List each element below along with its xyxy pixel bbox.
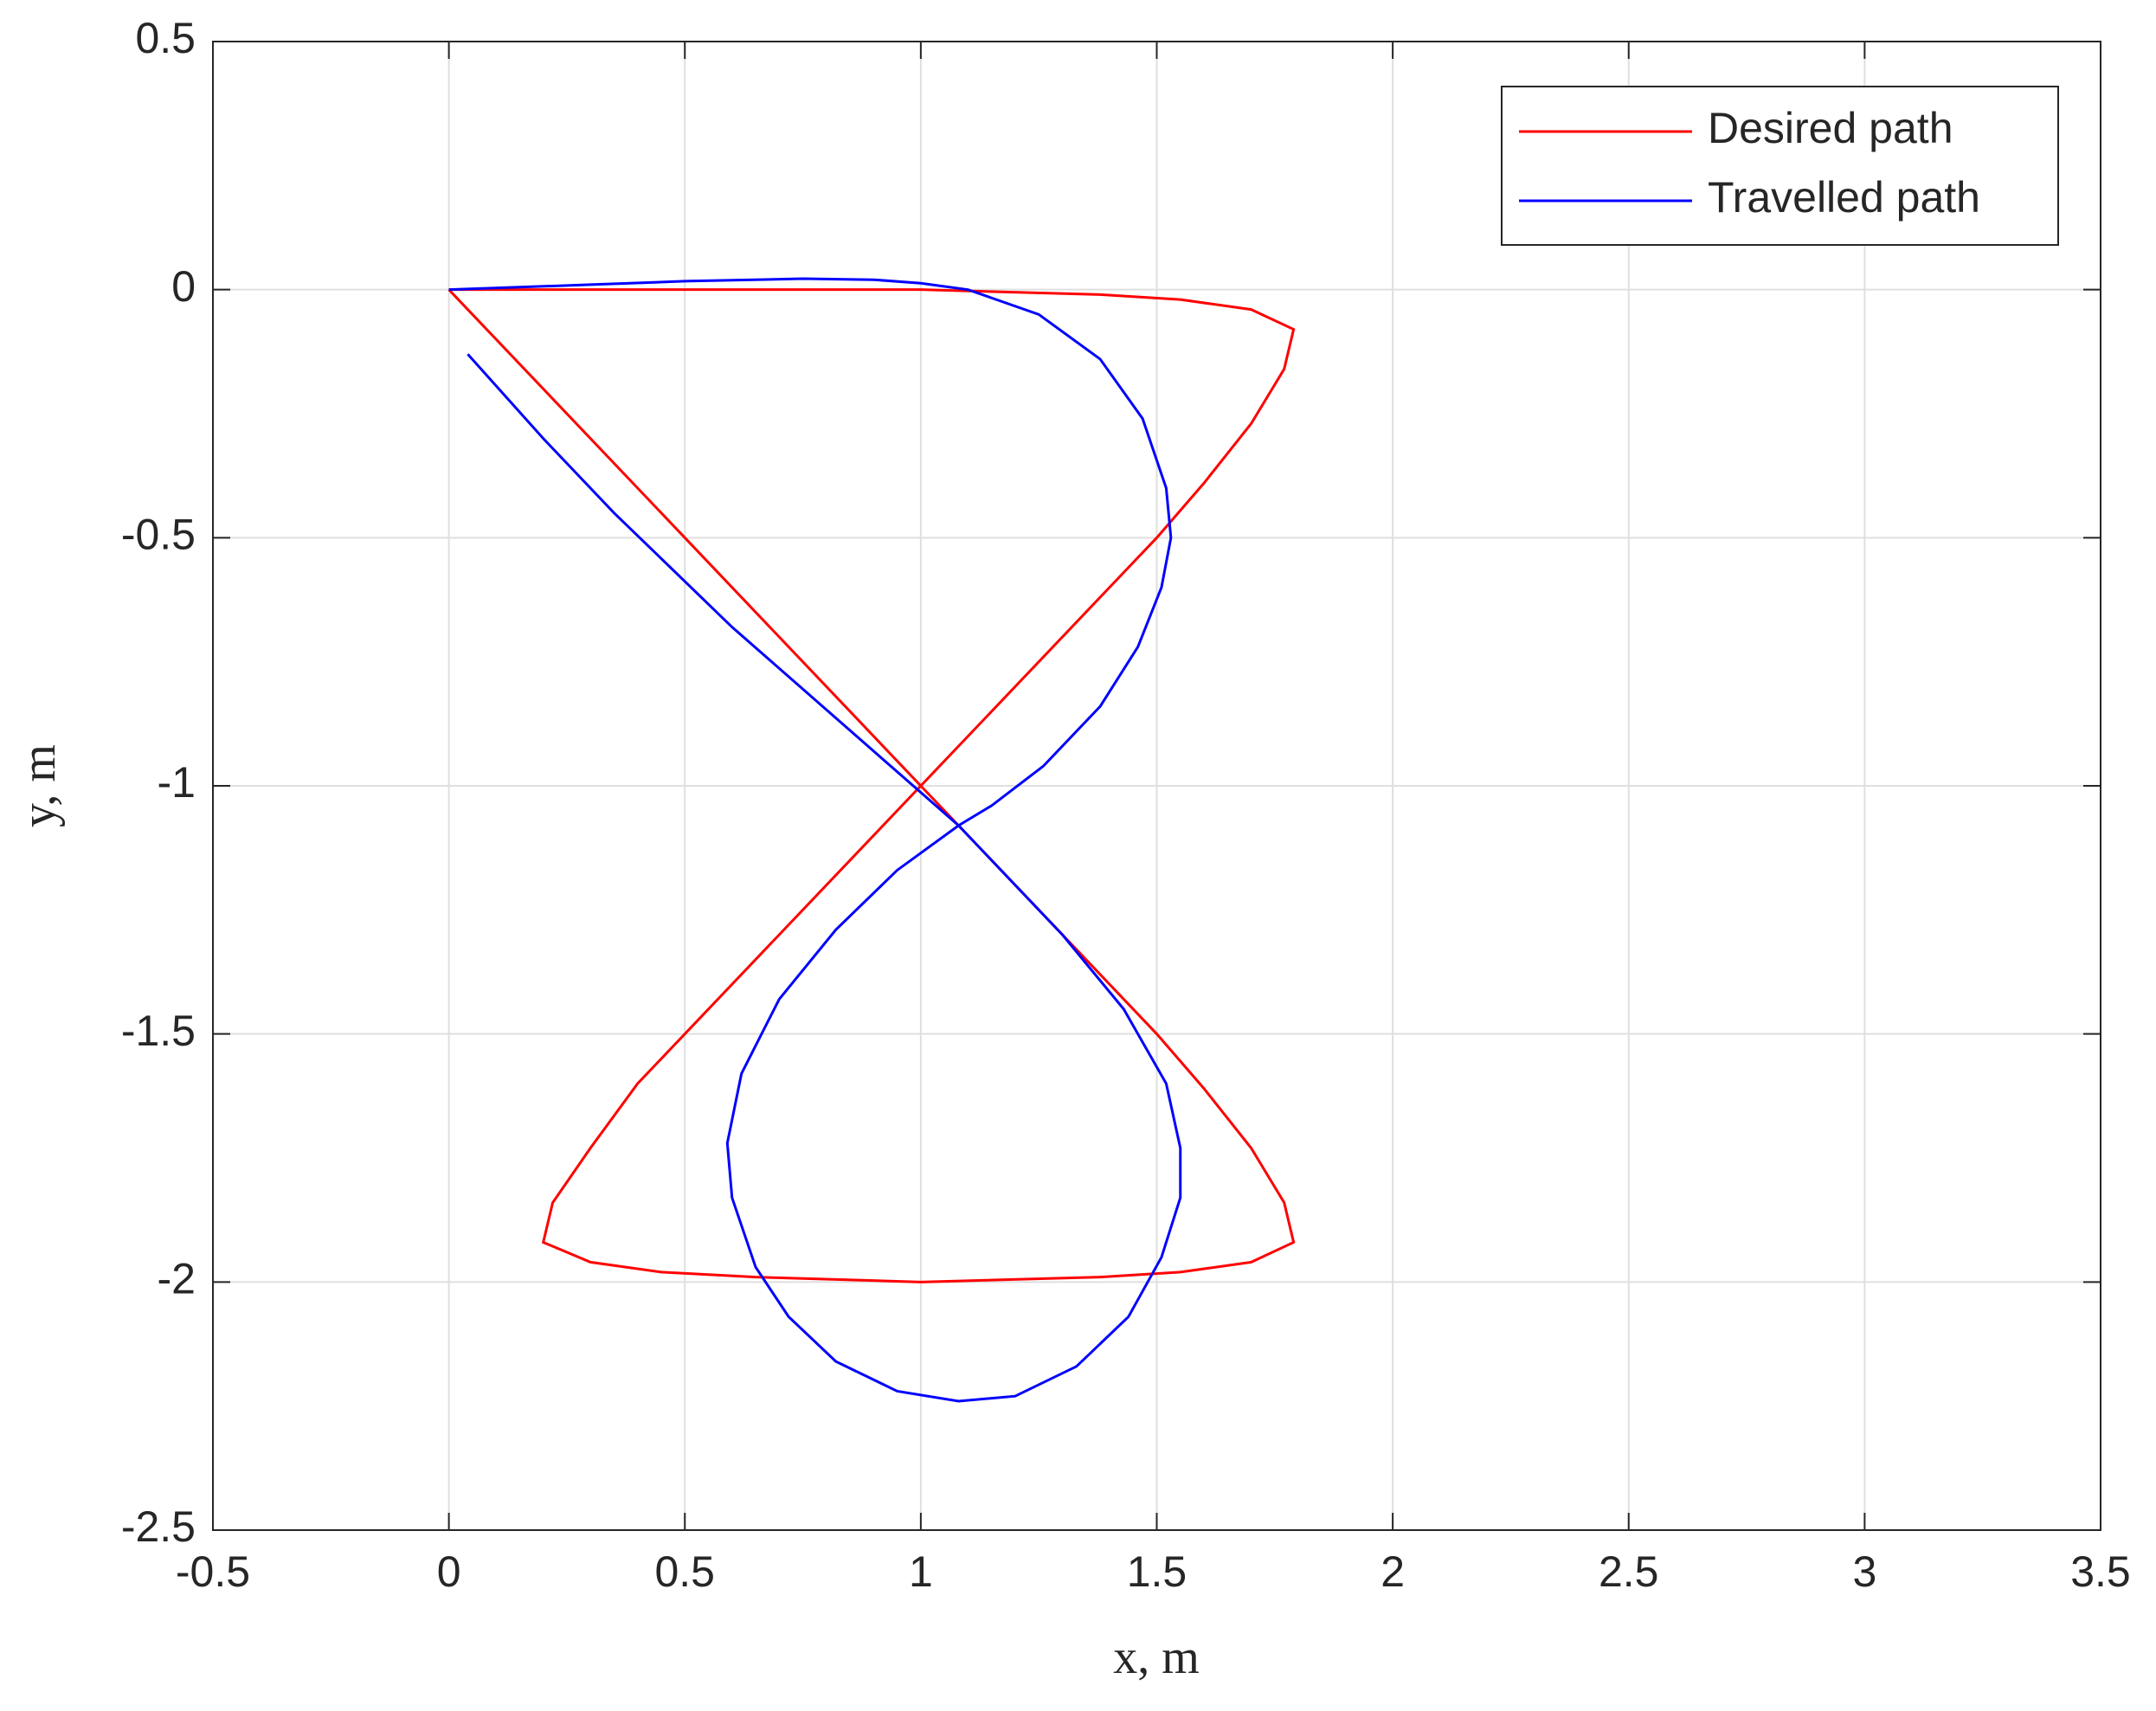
x-tick-label: 2 [1380, 1547, 1405, 1596]
x-tick-label: 3.5 [2070, 1547, 2131, 1596]
y-tick-label: -1 [158, 758, 196, 807]
plot-frame [212, 41, 2101, 1531]
x-tick-label: 0.5 [654, 1547, 715, 1596]
y-axis-label: y, m [12, 744, 66, 827]
series-line [447, 288, 1296, 1283]
y-tick-label: -1.5 [121, 1007, 196, 1055]
x-tick-label: -0.5 [176, 1547, 250, 1596]
x-tick-label: 1 [909, 1547, 933, 1596]
x-tick-label: 3 [1852, 1547, 1876, 1596]
x-tick-label: 2.5 [1599, 1547, 1659, 1596]
y-tick-label: 0 [171, 262, 196, 311]
x-tick-label: 1.5 [1127, 1547, 1187, 1596]
x-axis-label: x, m [1113, 1631, 1200, 1684]
y-tick-label: -2 [158, 1255, 196, 1303]
legend-box [1501, 86, 2059, 246]
series-line [448, 277, 1182, 1403]
legend-label: Travelled path [1708, 173, 1980, 222]
legend-label: Desired path [1708, 104, 1953, 152]
y-tick-label: 0.5 [135, 14, 196, 62]
x-tick-label: 0 [437, 1547, 461, 1596]
y-tick-label: -0.5 [121, 511, 196, 559]
y-tick-label: -2.5 [121, 1502, 196, 1551]
